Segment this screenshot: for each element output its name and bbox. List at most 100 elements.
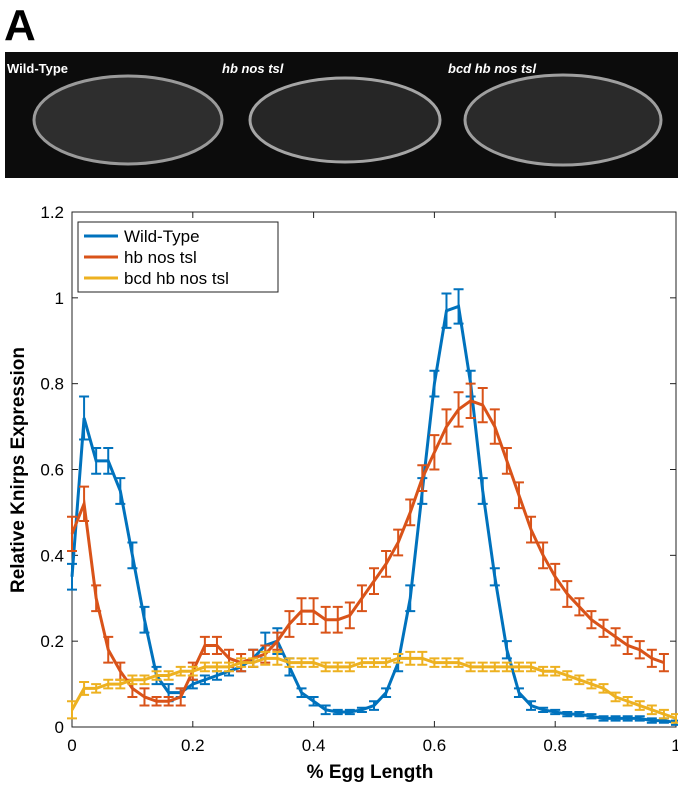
error-bar (646, 717, 657, 724)
error-bar (67, 515, 77, 553)
image-label: bcd hb nos tsl (448, 61, 537, 76)
error-bar (658, 708, 669, 720)
error-bar (441, 657, 452, 668)
x-tick-label: 0 (67, 736, 76, 755)
error-bar (634, 640, 645, 660)
error-bar (417, 464, 428, 492)
error-bar (658, 653, 669, 673)
error-bar (429, 657, 440, 668)
error-bar (91, 683, 102, 694)
error-bar (199, 661, 210, 673)
error-bar (405, 650, 416, 666)
error-bar (586, 678, 597, 690)
error-bar (369, 657, 379, 668)
image-label: Wild-Type (7, 61, 68, 76)
error-bar (429, 369, 440, 398)
error-bar (622, 715, 633, 722)
y-tick-label: 0 (55, 718, 64, 737)
error-bar (344, 661, 355, 673)
error-bar (187, 665, 198, 677)
error-bar (671, 713, 678, 724)
error-bar (284, 610, 295, 638)
error-bar (163, 695, 174, 707)
error-bar (550, 708, 561, 716)
error-bar (320, 605, 331, 634)
embryo (463, 73, 663, 167)
error-bar (634, 700, 645, 711)
x-tick-label: 1 (671, 736, 678, 755)
error-bar (320, 704, 331, 716)
error-bar (103, 635, 114, 664)
error-bar (538, 541, 549, 570)
error-bar (163, 670, 174, 681)
error-bar (513, 687, 524, 698)
error-bar (526, 700, 537, 711)
error-bar (308, 657, 319, 668)
error-bar (646, 648, 657, 668)
error-bar (139, 605, 150, 634)
error-bar (598, 683, 609, 694)
error-bar (79, 485, 90, 522)
error-bar (550, 665, 561, 677)
error-bar (574, 674, 585, 686)
embryo (32, 74, 224, 166)
error-bar (369, 700, 379, 711)
error-bar (441, 292, 452, 329)
error-bar (453, 288, 464, 325)
error-bar (526, 661, 537, 673)
error-bar (477, 477, 488, 505)
error-bar (501, 661, 512, 673)
y-tick-label: 0.8 (40, 375, 64, 394)
y-tick-label: 0.2 (40, 632, 64, 651)
legend-label: Wild-Type (124, 227, 200, 246)
error-bar (598, 618, 609, 638)
error-bar (417, 650, 428, 666)
error-bar (526, 515, 537, 544)
error-bar (115, 678, 126, 690)
x-tick-label: 0.4 (302, 736, 326, 755)
error-bar (139, 674, 150, 686)
error-bar (393, 653, 404, 664)
error-bar (332, 708, 343, 716)
error-bar (381, 550, 392, 578)
error-bar (465, 661, 476, 673)
error-bar (127, 541, 138, 570)
error-bar (91, 584, 102, 613)
error-bar (67, 562, 77, 591)
error-bar (441, 408, 452, 445)
error-bar (489, 567, 500, 587)
y-tick-label: 1 (55, 289, 64, 308)
error-bar (199, 674, 210, 686)
error-bar (248, 657, 259, 668)
panel-label: A (4, 1, 36, 50)
error-bar (562, 580, 573, 608)
error-bar (127, 674, 138, 686)
error-bar (369, 567, 379, 595)
error-bar (622, 695, 633, 707)
y-tick-label: 0.6 (40, 461, 64, 480)
error-bar (79, 680, 90, 696)
error-bar (199, 635, 210, 656)
error-bar (538, 706, 549, 713)
image-label: hb nos tsl (222, 61, 284, 76)
error-bar (151, 670, 162, 681)
series-line (70, 399, 665, 703)
error-bar (501, 640, 512, 660)
error-bar (308, 597, 319, 625)
error-bar (453, 391, 464, 428)
error-bar (175, 665, 186, 677)
error-bar (453, 657, 464, 668)
error-bar (296, 657, 307, 668)
error-bar (562, 710, 573, 718)
y-tick-label: 1.2 (40, 203, 64, 222)
error-bar (622, 635, 633, 656)
y-tick-label: 0.4 (40, 546, 64, 565)
error-bar (501, 447, 512, 475)
error-bar (260, 650, 271, 666)
error-bar (586, 610, 597, 630)
error-bar (296, 687, 307, 698)
error-bar (634, 715, 645, 722)
error-bar (344, 601, 355, 630)
error-bar (79, 395, 90, 441)
legend-label: hb nos tsl (124, 248, 197, 267)
